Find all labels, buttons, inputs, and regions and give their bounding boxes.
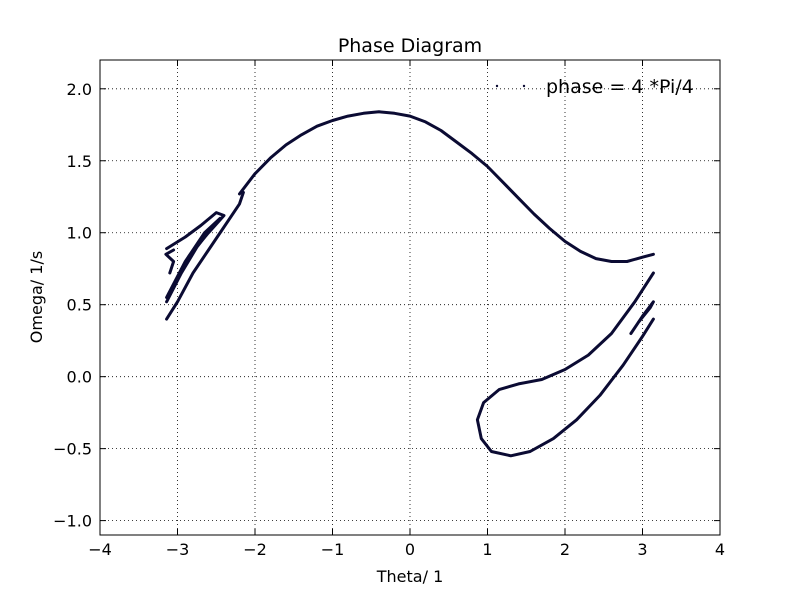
grid-lines [100,60,720,535]
x-axis-label: Theta/ 1 [376,567,444,586]
legend: phase = 4 *Pi/4 [495,76,694,98]
x-tick-label: 0 [405,540,415,559]
data-series [164,110,655,458]
x-tick-label: 1 [482,540,492,559]
chart-title: Phase Diagram [338,35,482,57]
y-tick-label: 2.0 [67,80,92,99]
phase-curve-segment-6 [475,271,655,458]
x-tick-label: −3 [166,540,190,559]
phase-curve-segment-7 [629,300,655,335]
x-tick-label: 3 [637,540,647,559]
x-tick-label: −1 [321,540,345,559]
phase-curve-segment-4 [165,211,226,258]
phase-curve-segment-1 [238,110,655,263]
legend-entry: phase = 4 *Pi/4 [546,76,694,98]
phase-curve-segment-2 [165,190,245,321]
x-tick-label: −2 [243,540,267,559]
y-tick-label: 0.0 [67,368,92,387]
x-tick-label: 2 [560,540,570,559]
y-tick-label: 1.5 [67,152,92,171]
y-tick-label: 1.0 [67,224,92,243]
y-tick-label: −1.0 [53,512,92,531]
x-tick-label: 4 [715,540,725,559]
phase-curve-segment-5 [164,248,176,275]
axis-ticks: −4 −3 −2 −1 0 1 2 3 4 −1.0 −0.5 0.0 0.5 1.0 1.5 2.0 [53,60,725,559]
legend-marker-2 [522,84,526,88]
y-axis-label: Omega/ 1/s [27,251,46,343]
y-tick-label: 0.5 [67,296,92,315]
plot-frame [99,59,721,536]
x-tick-label: −4 [88,540,112,559]
legend-marker-1 [495,84,499,88]
y-tick-label: −0.5 [53,440,92,459]
